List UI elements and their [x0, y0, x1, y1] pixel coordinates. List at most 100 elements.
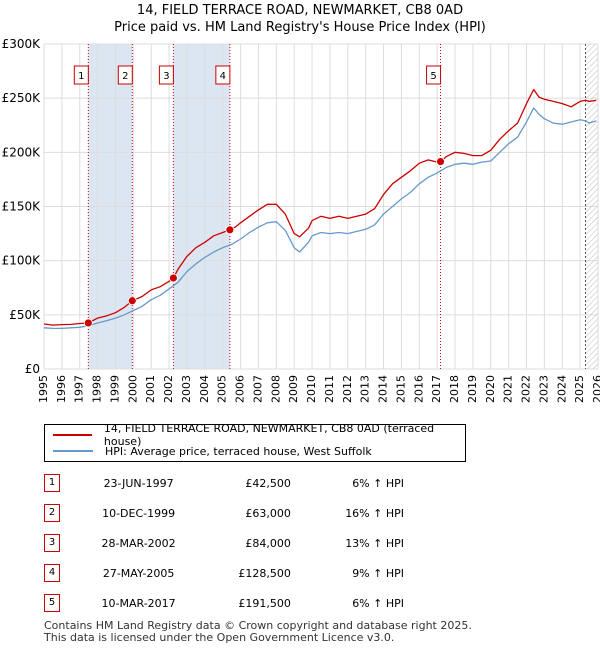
x-tick-label: 2014 — [377, 375, 390, 403]
sale-point — [168, 273, 178, 283]
sales-table: 1 23-JUN-1997 £42,500 6% ↑ HPI 2 10-DEC-… — [44, 468, 404, 618]
grid-lines — [43, 43, 599, 370]
x-tick-label: 2003 — [180, 375, 193, 403]
sale-number-badge: 4 — [44, 564, 60, 582]
sale-badge-box — [426, 65, 442, 85]
legend-label-hpi: HPI: Average price, terraced house, West… — [105, 444, 372, 458]
y-tick-label: £250K — [2, 91, 42, 105]
sale-hpi-change: 16% ↑ HPI — [345, 506, 404, 520]
x-tick-label: 2012 — [341, 375, 354, 403]
sale-point — [225, 225, 235, 235]
sale-price: £191,500 — [238, 596, 291, 610]
legend-swatch-property — [53, 434, 92, 436]
table-row: 2 10-DEC-1999 £63,000 16% ↑ HPI — [44, 498, 404, 528]
sale-points — [83, 157, 445, 328]
hpi-line — [43, 107, 597, 330]
x-tick-label: 2023 — [537, 375, 550, 403]
sale-date: 23-JUN-1997 — [103, 476, 174, 490]
sale-badge-box — [73, 65, 89, 85]
sale-hpi-change: 6% ↑ HPI — [352, 476, 404, 490]
sale-point — [83, 318, 93, 328]
sale-point — [436, 157, 445, 166]
x-tick-label: 2022 — [520, 375, 533, 403]
footer-copyright: Contains HM Land Registry data © Crown c… — [44, 619, 472, 632]
sale-badge-number: 1 — [78, 71, 84, 82]
legend-item-hpi: HPI: Average price, terraced house, West… — [53, 443, 372, 459]
sale-hpi-change: 6% ↑ HPI — [352, 596, 404, 610]
property-price-line — [43, 88, 597, 326]
sale-badge-number: 3 — [163, 71, 169, 82]
table-row: 1 23-JUN-1997 £42,500 6% ↑ HPI — [44, 468, 404, 498]
chart-title: 14, FIELD TERRACE ROAD, NEWMARKET, CB8 0… — [0, 2, 600, 36]
sale-badges: 1 2 3 4 5 — [73, 65, 442, 85]
x-tick-label: 2017 — [430, 375, 443, 403]
sale-date: 28-MAR-2002 — [101, 536, 176, 550]
x-tick-label: 2019 — [466, 375, 479, 403]
x-tick-label: 1998 — [91, 375, 104, 403]
sale-badge-box — [117, 65, 133, 85]
forecast-hatch — [584, 44, 598, 369]
table-row: 4 27-MAY-2005 £128,500 9% ↑ HPI — [44, 558, 404, 588]
x-tick-label: 1996 — [55, 375, 68, 403]
x-tick-label: 2009 — [287, 375, 300, 403]
sale-point — [127, 296, 137, 306]
footer: Contains HM Land Registry data © Crown c… — [44, 620, 472, 644]
sale-date: 10-MAR-2017 — [101, 596, 176, 610]
sale-hpi-change: 9% ↑ HPI — [352, 566, 404, 580]
x-tick-label: 2000 — [126, 375, 139, 403]
table-row: 5 10-MAR-2017 £191,500 6% ↑ HPI — [44, 588, 404, 618]
sale-date: 27-MAY-2005 — [102, 566, 175, 580]
y-tick-label: £150K — [2, 200, 42, 214]
x-tick-label: 1995 — [37, 375, 50, 403]
price-chart: 1 2 3 4 5 £0 £50K £100K £150K £200K £250K £300K 19… — [2, 37, 600, 403]
x-tick-label: 2010 — [305, 375, 318, 403]
legend: 14, FIELD TERRACE ROAD, NEWMARKET, CB8 0… — [44, 422, 466, 462]
chart-title-line-2: Price paid vs. HM Land Registry's House … — [114, 20, 486, 35]
x-tick-label: 2026 — [591, 375, 600, 403]
x-tick-label: 2018 — [448, 375, 461, 403]
x-tick-label: 2007 — [251, 375, 264, 403]
sale-badge-number: 2 — [122, 71, 128, 82]
legend-label-property: 14, FIELD TERRACE ROAD, NEWMARKET, CB8 0… — [103, 422, 435, 448]
sale-number-badge: 2 — [44, 504, 60, 522]
sale-marker-lines — [87, 44, 442, 369]
footer-licence: This data is licensed under the Open Gov… — [44, 631, 395, 644]
x-tick-label: 2020 — [484, 375, 497, 403]
sale-badge-number: 4 — [220, 71, 226, 82]
sale-hpi-change: 13% ↑ HPI — [345, 536, 404, 550]
x-tick-label: 1999 — [108, 375, 121, 403]
legend-item-property: 14, FIELD TERRACE ROAD, NEWMARKET, CB8 0… — [53, 422, 465, 448]
x-tick-label: 2025 — [573, 375, 586, 403]
sale-number-badge: 1 — [44, 474, 60, 492]
table-row: 3 28-MAR-2002 £84,000 13% ↑ HPI — [44, 528, 404, 558]
y-tick-label: £50K — [9, 308, 41, 322]
x-tick-label: 2008 — [269, 375, 282, 403]
sale-price: £128,500 — [238, 566, 291, 580]
y-tick-label: £100K — [2, 254, 42, 268]
series-lines — [43, 88, 597, 330]
x-tick-labels: 1995 1996 1997 1998 1999 2000 2001 2002 2003 2004… — [37, 375, 600, 403]
x-tick-label: 2005 — [216, 375, 229, 403]
y-tick-labels: £0 £50K £100K £150K £200K £250K £300K — [2, 37, 42, 376]
x-tick-label: 2016 — [412, 375, 425, 403]
legend-swatch-hpi — [53, 450, 93, 452]
x-tick-label: 2013 — [359, 375, 372, 403]
sale-price: £84,000 — [245, 536, 291, 550]
x-tick-label: 1997 — [73, 375, 86, 403]
y-tick-label: £300K — [2, 37, 42, 51]
sale-number-badge: 3 — [44, 534, 60, 552]
x-tick-label: 2002 — [162, 375, 175, 403]
chart-title-line-1: 14, FIELD TERRACE ROAD, NEWMARKET, CB8 0… — [136, 3, 464, 18]
x-tick-label: 2021 — [502, 375, 515, 403]
sale-date: 10-DEC-1999 — [102, 506, 176, 520]
sale-badge-box — [158, 65, 174, 85]
x-tick-label: 2001 — [144, 375, 157, 403]
x-tick-label: 2024 — [555, 375, 568, 403]
sale-badge-number: 5 — [430, 71, 436, 82]
sale-price: £63,000 — [245, 506, 291, 520]
forecast-region — [585, 44, 598, 369]
x-tick-label: 2015 — [394, 375, 407, 403]
sale-badge-box — [215, 65, 231, 85]
x-tick-label: 2011 — [323, 375, 336, 403]
sale-number-badge: 5 — [44, 594, 60, 612]
